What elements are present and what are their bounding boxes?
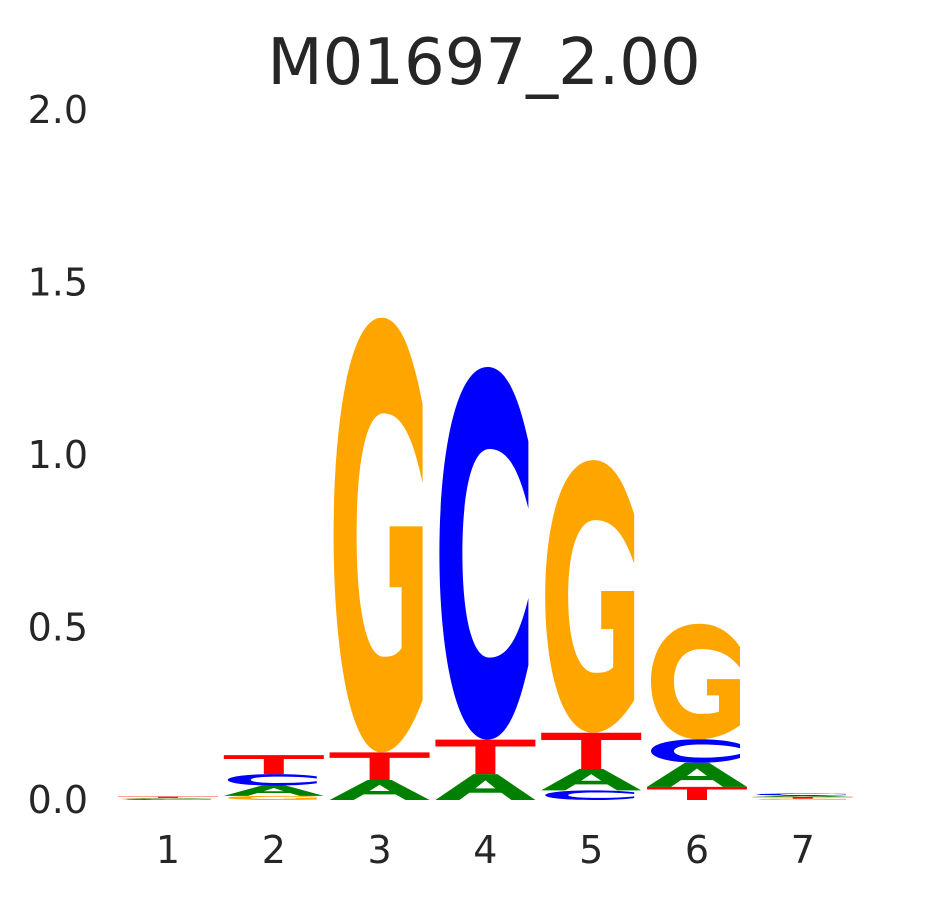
y-axis: 0.0 0.5 1.0 1.5 2.0	[28, 88, 88, 822]
logo-letter-a	[647, 762, 747, 787]
logo-letter-a	[541, 768, 642, 791]
chart-title: M01697_2.00	[267, 26, 700, 100]
x-axis: 1 2 3 4 5 6 7	[156, 828, 815, 872]
logo-letter-a	[223, 785, 324, 796]
logo-letter-a	[435, 774, 536, 800]
logo-letter-a	[329, 779, 430, 800]
logo-letter-t	[329, 752, 430, 780]
x-tick-label: 2	[262, 828, 286, 872]
logo-letter-a	[118, 797, 218, 799]
y-tick-label: 2.0	[28, 88, 88, 132]
logo-letter-c	[227, 774, 317, 786]
logo-letter-g	[333, 317, 423, 753]
x-tick-label: 5	[579, 828, 603, 872]
logo-letter-g	[651, 623, 740, 740]
logo-letter-t	[647, 786, 747, 800]
logo-letter-t	[118, 796, 218, 798]
logo-letter-t	[435, 739, 536, 775]
x-tick-label: 1	[156, 828, 180, 872]
logo-letter-t	[541, 732, 642, 769]
y-tick-label: 1.0	[28, 433, 88, 477]
logo-letter-c	[545, 790, 635, 800]
logo-letter-a	[752, 795, 853, 797]
logo-letter-t	[752, 796, 853, 799]
logo-letter-c	[651, 739, 740, 763]
logo-letter-g	[756, 798, 846, 800]
logo-letter-g	[122, 798, 211, 800]
x-tick-label: 7	[791, 828, 815, 872]
logo-letter-g	[545, 460, 635, 733]
logo-letter-t	[223, 755, 324, 775]
x-tick-label: 3	[368, 828, 392, 872]
logo-letter-g	[227, 795, 317, 800]
y-tick-label: 0.5	[28, 606, 88, 650]
logo-letter-c	[439, 367, 529, 740]
x-tick-label: 6	[685, 828, 709, 872]
y-tick-label: 0.0	[28, 778, 88, 822]
plot-area	[118, 317, 853, 800]
y-tick-label: 1.5	[28, 261, 88, 305]
logo-letter-c	[122, 799, 211, 800]
logo-letter-c	[756, 793, 846, 796]
x-tick-label: 4	[473, 828, 497, 872]
